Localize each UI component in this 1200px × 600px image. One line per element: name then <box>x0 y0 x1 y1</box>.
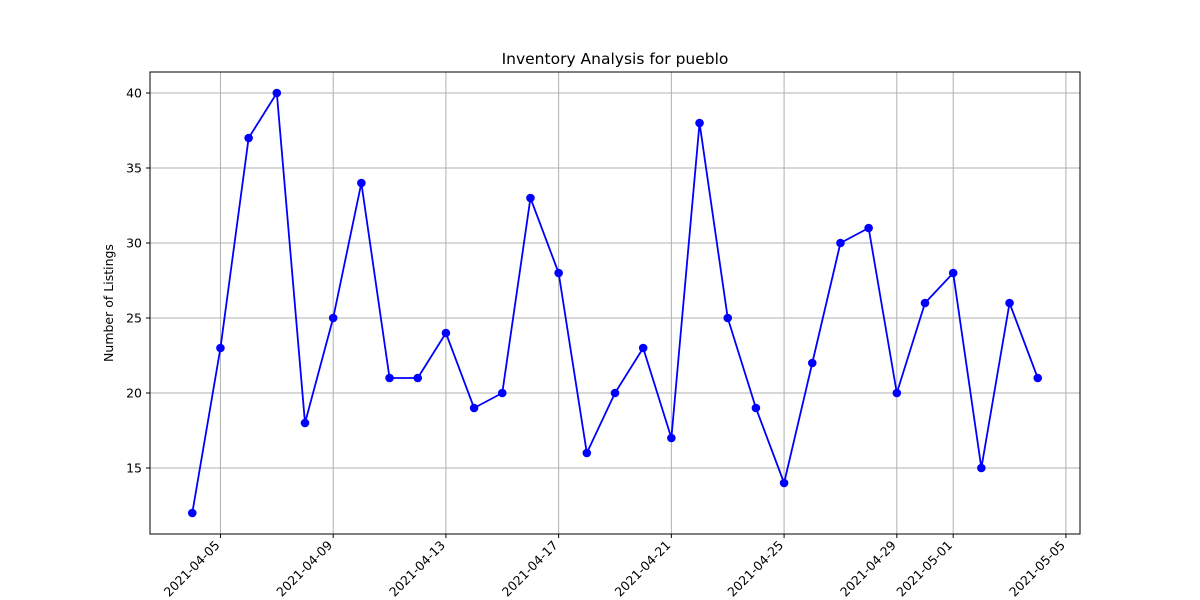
data-point <box>328 313 338 323</box>
data-point <box>864 223 873 233</box>
plot-background <box>150 72 1080 534</box>
data-point <box>1005 298 1014 308</box>
data-point <box>779 478 789 488</box>
x-tick-label: 2021-04-29 <box>837 537 899 599</box>
data-point <box>977 463 986 473</box>
series-layer <box>187 88 1043 518</box>
x-tick-label: 2021-05-01 <box>893 538 955 600</box>
data-point <box>667 433 676 443</box>
data-point <box>187 508 197 518</box>
y-tick-label: 30 <box>126 236 142 251</box>
data-point <box>948 268 958 278</box>
data-point <box>413 373 423 383</box>
y-tick-label: 25 <box>126 311 142 326</box>
chart-title: Inventory Analysis for pueblo <box>502 50 729 68</box>
plot-frame <box>149 71 1081 535</box>
x-tick-label: 2021-04-25 <box>724 538 786 600</box>
y-axis: 15 20 25 30 35 40 <box>126 86 150 476</box>
data-point <box>300 418 310 428</box>
x-tick-label: 2021-04-13 <box>386 538 448 600</box>
data-point <box>497 388 507 398</box>
data-point <box>385 373 394 383</box>
y-axis-label: Number of Listings <box>101 244 116 362</box>
grid-lines <box>150 72 1080 534</box>
y-tick-label: 35 <box>126 161 142 176</box>
data-point <box>357 178 366 188</box>
data-point <box>554 268 563 278</box>
data-point <box>582 448 592 458</box>
data-point <box>836 238 845 248</box>
data-point <box>272 88 282 98</box>
data-point <box>751 403 761 413</box>
y-tick-label: 15 <box>126 461 142 476</box>
data-point <box>807 358 817 368</box>
x-tick-label: 2021-04-09 <box>273 537 335 599</box>
data-point <box>638 343 648 353</box>
data-point <box>892 388 902 398</box>
x-tick-label: 2021-05-05 <box>1006 538 1068 600</box>
data-point <box>920 298 930 308</box>
data-point <box>1033 373 1043 383</box>
data-point <box>526 193 535 203</box>
data-point <box>695 118 704 128</box>
x-tick-label: 2021-04-05 <box>161 538 223 600</box>
data-point <box>723 313 733 323</box>
data-point <box>469 403 479 413</box>
x-tick-label: 2021-04-17 <box>499 538 561 600</box>
x-tick-label: 2021-04-21 <box>612 538 674 600</box>
y-tick-label: 20 <box>126 386 142 401</box>
data-point <box>216 343 225 353</box>
y-tick-label: 40 <box>126 86 142 101</box>
data-point <box>244 133 253 143</box>
data-point <box>610 388 620 398</box>
x-axis: 2021-04-05 2021-04-09 2021-04-13 2021-04-17… <box>161 534 1068 599</box>
data-point <box>441 328 451 338</box>
